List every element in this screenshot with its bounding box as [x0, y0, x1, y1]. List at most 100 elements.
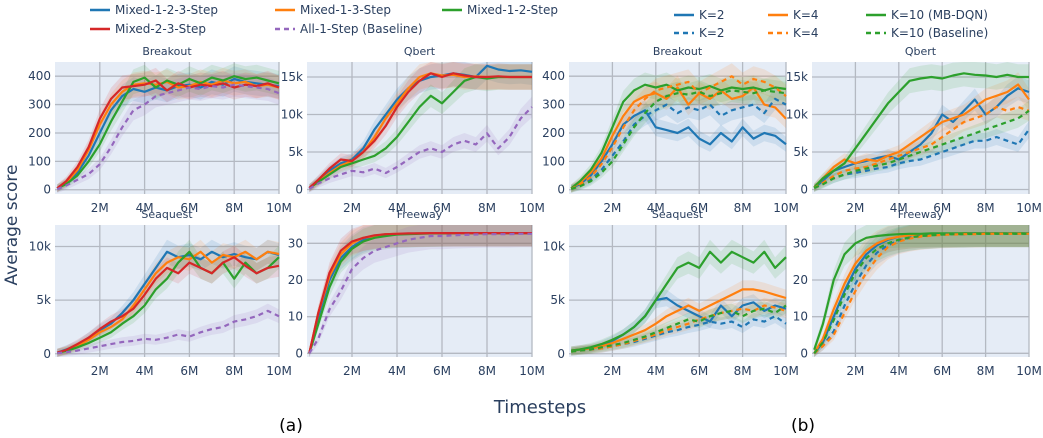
x-tick-label: 6M [933, 201, 951, 215]
legend-item[interactable]: All-1-Step (Baseline) [275, 22, 423, 36]
series-line-mixed-1-2-step [57, 250, 280, 354]
legend-item[interactable]: K=2 [674, 8, 725, 22]
series-line-mixed-1-2-step [56, 75, 280, 190]
series-line-k-10-mb-dqn [571, 250, 787, 352]
legend-item[interactable]: Mixed-2-3-Step [90, 22, 206, 36]
y-tick-label: 400 [542, 69, 565, 83]
y-tick-label: 0 [557, 183, 565, 197]
series-band [571, 75, 786, 193]
series-line-k-10-baseline-dashed [571, 304, 787, 353]
x-tick-label: 10M [1016, 364, 1042, 378]
series-line-mixed-2-3-step [56, 256, 280, 354]
x-tick-label: 10M [266, 364, 292, 378]
series-line-mixed-1-3-step [56, 250, 280, 354]
series-band [571, 72, 786, 193]
chart-b-qbert: 2M 4M 6M 8M 10M 0 5k 10k 15k Qbert [786, 45, 1042, 215]
x-tick-label: 8M [734, 201, 752, 215]
chart-a-breakout: 2M 4M 6M 8M 10M 0 100 200 300 400 Breakout [28, 45, 292, 215]
series-line-k-4-dashed [813, 105, 1030, 189]
chart-a-seaquest: 2M 4M 6M 8M 10M 0 5k 10k Seaquest [29, 208, 292, 378]
x-tick-label: 2M [603, 364, 621, 378]
chart-title: Freeway [397, 208, 443, 221]
y-tick-label: 10k [281, 108, 303, 122]
legend-label: All-1-Step (Baseline) [300, 22, 423, 36]
y-tick-label: 100 [542, 154, 565, 168]
x-tick-label: 8M [478, 201, 496, 215]
x-tick-label: 4M [388, 201, 406, 215]
legend-item[interactable]: K=2 [674, 26, 725, 40]
series-band [57, 239, 280, 357]
x-tick-label: 2M [343, 201, 361, 215]
y-tick-label: 5k [36, 293, 51, 307]
chart-b-breakout: 2M 4M 6M 8M 10M 0 100 200 300 400 Breakout [542, 45, 799, 215]
x-tick-label: 4M [136, 201, 154, 215]
series-line-k-2-dashed [571, 315, 787, 353]
y-tick-label: 15k [786, 70, 808, 84]
series-band [814, 225, 1029, 357]
legend-label: K=4 [793, 8, 819, 22]
x-tick-label: 4M [647, 364, 665, 378]
y-tick-label: 0 [800, 346, 808, 360]
y-tick-label: 5k [793, 145, 808, 159]
legend-label: Mixed-1-2-Step [467, 3, 558, 17]
x-tick-label: 10M [519, 201, 545, 215]
x-tick-label: 2M [846, 201, 864, 215]
series-line-k-4-dashed [813, 232, 1029, 355]
y-tick-label: 10k [29, 239, 51, 253]
series-line-k-10-mb-dqn [813, 72, 1029, 189]
legend-item[interactable]: K=10 (Baseline) [866, 26, 988, 40]
y-tick-label: 0 [295, 183, 303, 197]
series-line-all-1-step-baseline-dashed [308, 106, 533, 190]
y-tick-label: 200 [542, 126, 565, 140]
x-tick-label: 10M [266, 201, 292, 215]
legend-item[interactable]: Mixed-1-3-Step [275, 3, 391, 17]
x-tick-label: 8M [478, 364, 496, 378]
y-tick-label: 10 [288, 310, 303, 324]
y-tick-label: 0 [43, 183, 51, 197]
series-line-k-2-dashed [570, 97, 787, 190]
x-tick-label: 6M [690, 364, 708, 378]
x-tick-label: 4M [890, 364, 908, 378]
series-line-k-4 [570, 86, 787, 190]
plot-area [307, 62, 532, 194]
x-tick-label: 10M [773, 364, 799, 378]
legend-item[interactable]: Mixed-1-2-Step [442, 3, 558, 17]
legend-a: Mixed-1-2-3-Step Mixed-1-3-Step Mixed-1-2-… [90, 3, 558, 36]
x-tick-label: 10M [773, 201, 799, 215]
series-line-mixed-2-3-step [308, 72, 532, 189]
plot-area [812, 62, 1029, 194]
plot-area [812, 225, 1029, 357]
legend-item[interactable]: Mixed-1-2-3-Step [90, 3, 218, 17]
series-band [814, 225, 1029, 354]
y-axis-label: Average score [2, 165, 22, 286]
x-tick-label: 4M [136, 364, 154, 378]
x-tick-label: 6M [433, 364, 451, 378]
y-tick-label: 15k [281, 70, 303, 84]
y-tick-label: 5k [550, 293, 565, 307]
series-line-all-1-step-baseline-dashed [308, 232, 532, 354]
series-band [309, 225, 532, 357]
chart-title: Breakout [142, 45, 192, 58]
series-line-all-1-step-baseline-dashed [56, 83, 280, 191]
series-band [57, 67, 280, 193]
y-tick-label: 5k [288, 145, 303, 159]
series-band [309, 96, 532, 193]
legend-item[interactable]: K=10 (MB-DQN) [866, 8, 988, 22]
y-tick-label: 20 [288, 273, 303, 287]
y-tick-label: 400 [28, 69, 51, 83]
series-line-k-10-baseline-dashed [813, 109, 1030, 190]
x-tick-label: 6M [690, 201, 708, 215]
legend-item[interactable]: K=4 [768, 8, 819, 22]
series-line-mixed-1-3-step [56, 79, 280, 190]
legend-label: Mixed-1-2-3-Step [115, 3, 218, 17]
y-tick-label: 10k [786, 108, 808, 122]
legend-item[interactable]: K=4 [768, 26, 819, 40]
chart-a-qbert: 2M 4M 6M 8M 10M 0 5k 10k 15k Qbert [281, 45, 545, 215]
legend-label: K=2 [699, 8, 725, 22]
series-band [57, 239, 280, 357]
series-line-k-4-dashed [571, 304, 787, 353]
x-tick-label: 10M [519, 364, 545, 378]
series-line-k-2-dashed [813, 232, 1029, 355]
x-tick-label: 6M [433, 201, 451, 215]
